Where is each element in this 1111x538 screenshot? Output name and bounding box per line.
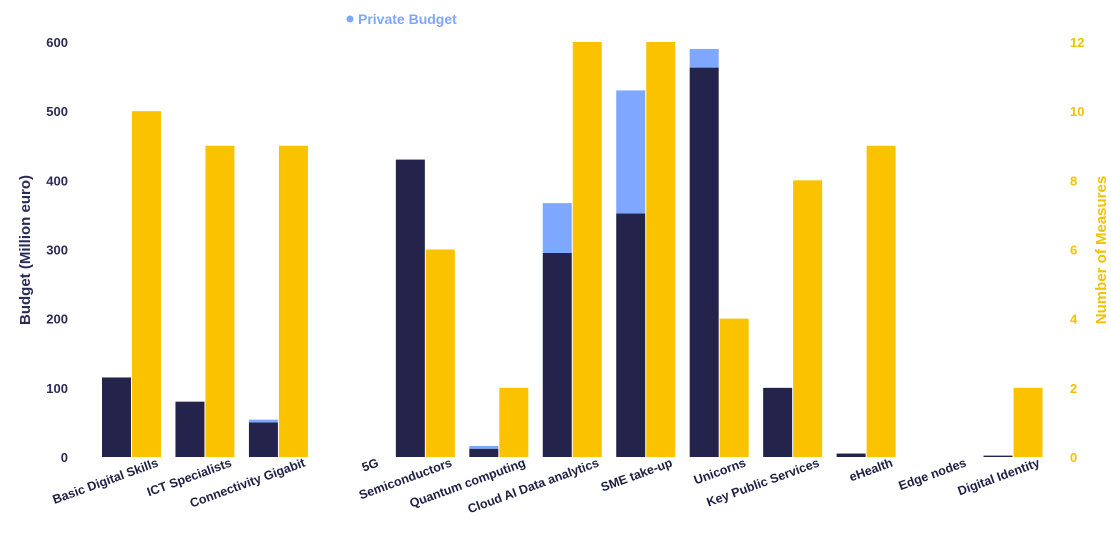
bar-private-budget [542,203,572,253]
bar-public-budget [542,252,572,457]
bar-measures [425,249,455,457]
y-tick-label: 100 [46,381,68,396]
y2-tick-label: 12 [1070,35,1084,50]
legend-marker-private-budget [346,15,354,23]
bar-public-budget [248,422,278,457]
bar-public-budget [102,377,131,457]
y2-axis-title: Number of Measures [1093,176,1110,324]
bar-public-budget [395,159,425,458]
bar-measures [132,111,161,458]
bar-measures [1013,387,1043,457]
bar-private-budget [248,419,278,423]
bar-public-budget [469,448,499,457]
y-tick-label: 500 [46,104,68,119]
y2-tick-label: 8 [1070,173,1077,188]
category-label: eHealth [847,456,894,485]
y-tick-label: 300 [46,243,68,258]
bar-measures [866,145,896,457]
y2-tick-label: 2 [1070,381,1077,396]
category-label: Cloud AI Data analytics [466,456,601,517]
bar-measures [278,145,308,457]
left-axis-ticks: 0 100 200 300 400 500 600 [46,35,68,465]
bar-measures [646,42,676,457]
bar-public-budget [689,67,719,457]
bar-public-budget [763,387,793,457]
bar-private-budget [616,90,646,214]
category-label: SME take-up [599,456,675,495]
y2-tick-label: 4 [1070,312,1078,327]
legend-label-private-budget: Private Budget [358,11,457,27]
right-axis-ticks: 0 2 4 6 8 10 12 [1070,35,1084,465]
y2-tick-label: 10 [1070,104,1084,119]
y2-tick-label: 0 [1070,450,1077,465]
bar-public-budget [836,453,866,457]
category-label: 5G [360,456,380,475]
bars [102,42,1043,458]
y-tick-label: 400 [46,173,68,188]
bar-measures [572,42,602,457]
y2-tick-label: 6 [1070,243,1077,258]
category-label: Digital Identity [956,456,1042,499]
bar-public-budget [616,213,646,457]
y-tick-label: 600 [46,35,68,50]
bar-measures [719,318,749,457]
y-tick-label: 200 [46,312,68,327]
legend: Private Budget [346,11,457,27]
bar-measures [205,145,235,457]
y-axis-title: Budget (Million euro) [17,175,34,325]
bar-public-budget [983,455,1013,457]
bar-private-budget [689,48,719,68]
bar-measures [793,180,823,458]
bar-private-budget [469,445,499,449]
bar-public-budget [175,401,205,457]
bar-measures [499,387,529,457]
y-tick-label: 0 [61,450,68,465]
category-label: Unicorns [692,456,748,488]
